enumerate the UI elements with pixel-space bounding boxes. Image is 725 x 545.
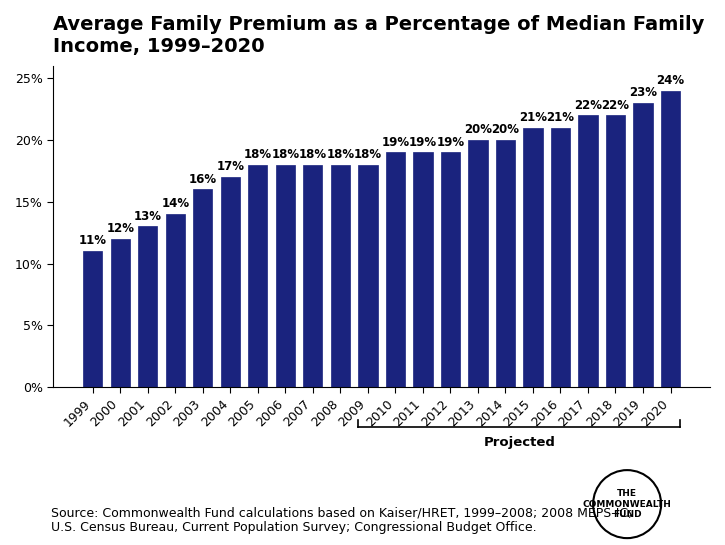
Bar <box>441 153 460 387</box>
Bar <box>220 177 240 387</box>
Bar <box>523 128 542 387</box>
Bar <box>193 190 212 387</box>
Text: 21%: 21% <box>547 111 574 124</box>
Text: 20%: 20% <box>464 123 492 136</box>
Text: 18%: 18% <box>271 148 299 161</box>
Bar <box>634 103 652 387</box>
Text: 23%: 23% <box>629 86 657 99</box>
Text: Average Family Premium as a Percentage of Median Family
Income, 1999–2020: Average Family Premium as a Percentage o… <box>54 15 705 56</box>
Bar <box>386 153 405 387</box>
Bar <box>138 227 157 387</box>
Bar <box>579 116 597 387</box>
Text: Projected: Projected <box>484 437 555 450</box>
Bar <box>551 128 570 387</box>
Text: 19%: 19% <box>381 136 410 149</box>
Text: 21%: 21% <box>519 111 547 124</box>
Text: 12%: 12% <box>107 222 134 235</box>
Bar <box>248 165 268 387</box>
Bar <box>303 165 323 387</box>
Text: 13%: 13% <box>134 210 162 223</box>
Text: 18%: 18% <box>244 148 272 161</box>
Bar <box>358 165 378 387</box>
Bar <box>111 239 130 387</box>
Text: 24%: 24% <box>656 74 684 87</box>
Text: 11%: 11% <box>79 234 107 247</box>
Bar <box>166 214 185 387</box>
Bar <box>606 116 625 387</box>
Text: Source: Commonwealth Fund calculations based on Kaiser/HRET, 1999–2008; 2008 MEP: Source: Commonwealth Fund calculations b… <box>51 506 632 534</box>
Text: 20%: 20% <box>492 123 519 136</box>
Text: 19%: 19% <box>436 136 465 149</box>
Text: 14%: 14% <box>161 197 189 210</box>
Text: 22%: 22% <box>602 99 629 112</box>
Bar <box>496 140 515 387</box>
Bar <box>83 251 102 387</box>
Bar <box>468 140 488 387</box>
Text: 18%: 18% <box>354 148 382 161</box>
Text: 18%: 18% <box>299 148 327 161</box>
Text: 17%: 17% <box>216 160 244 173</box>
Text: 22%: 22% <box>574 99 602 112</box>
Text: 19%: 19% <box>409 136 437 149</box>
Text: 18%: 18% <box>326 148 355 161</box>
Bar <box>661 90 680 387</box>
Text: THE
COMMONWEALTH
FUND: THE COMMONWEALTH FUND <box>583 489 671 519</box>
Bar <box>413 153 433 387</box>
Bar <box>331 165 350 387</box>
Bar <box>276 165 295 387</box>
Text: 16%: 16% <box>188 173 217 186</box>
